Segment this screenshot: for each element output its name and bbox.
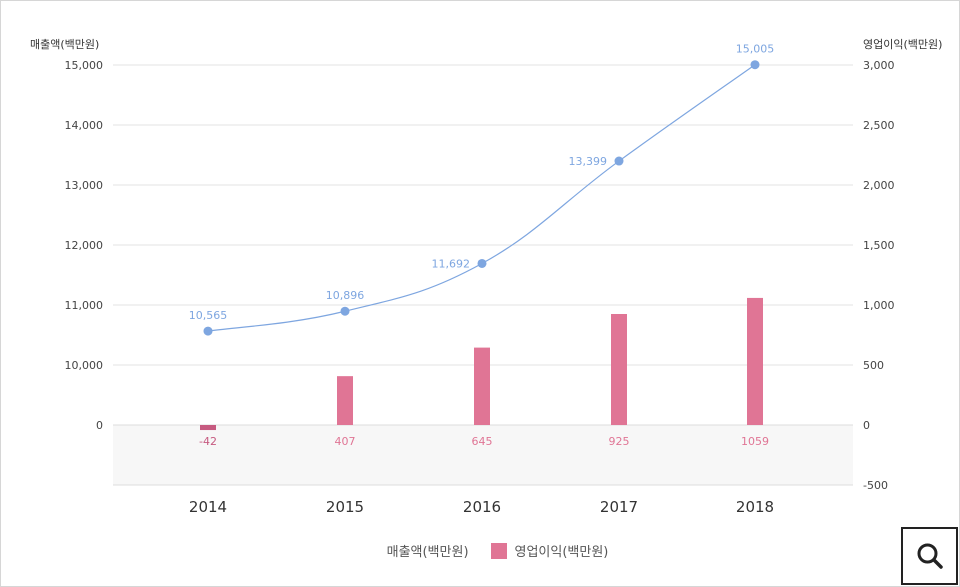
right-tick-label: 2,000 — [863, 179, 895, 192]
bar-data-label: 1059 — [741, 435, 769, 448]
magnifier-icon — [917, 543, 943, 569]
point-data-label: 15,005 — [736, 43, 775, 56]
left-tick-label: 12,000 — [65, 239, 104, 252]
zoom-button[interactable] — [901, 527, 958, 585]
x-tick-label: 2014 — [189, 498, 227, 516]
bar-operating-profit — [747, 297, 763, 425]
point-data-label: 10,896 — [326, 289, 365, 302]
legend-swatch-operating-profit — [490, 542, 507, 559]
right-tick-label: -500 — [863, 479, 888, 492]
point-data-label: 10,565 — [189, 309, 228, 322]
left-tick-label: 10,000 — [65, 359, 104, 372]
bar-operating-profit — [200, 425, 216, 431]
bar-data-label: -42 — [199, 435, 217, 448]
x-tick-label: 2018 — [736, 498, 774, 516]
point-data-label: 11,692 — [432, 257, 471, 270]
point-revenue — [477, 258, 487, 268]
legend-item-operating-profit[interactable]: 영업이익(백만원) — [490, 541, 609, 560]
bar-operating-profit — [611, 314, 627, 425]
right-tick-label: 3,000 — [863, 59, 895, 72]
x-tick-label: 2015 — [326, 498, 364, 516]
bar-data-label: 925 — [609, 435, 630, 448]
x-tick-label: 2017 — [600, 498, 638, 516]
bar-operating-profit — [474, 347, 490, 425]
x-tick-label: 2016 — [463, 498, 501, 516]
point-revenue — [614, 156, 624, 166]
left-tick-label: 0 — [96, 419, 103, 432]
point-revenue — [203, 326, 213, 336]
point-revenue — [750, 60, 760, 70]
left-tick-label: 15,000 — [65, 59, 104, 72]
legend: 매출액(백만원) 영업이익(백만원) — [0, 541, 960, 560]
left-axis-title: 매출액(백만원) — [30, 38, 99, 51]
right-tick-label: 1,500 — [863, 239, 895, 252]
negative-zone — [113, 425, 853, 485]
line-revenue — [207, 64, 756, 332]
right-axis-title: 영업이익(백만원) — [863, 38, 942, 51]
bar-data-label: 407 — [335, 435, 356, 448]
right-tick-label: 500 — [863, 359, 884, 372]
left-tick-label: 11,000 — [65, 299, 104, 312]
point-revenue — [340, 306, 350, 316]
point-data-label: 13,399 — [569, 155, 608, 168]
legend-label-revenue: 매출액(백만원) — [386, 545, 469, 560]
right-tick-label: 0 — [863, 419, 870, 432]
bar-data-label: 645 — [472, 435, 493, 448]
legend-label-operating-profit: 영업이익(백만원) — [514, 545, 609, 560]
left-tick-label: 14,000 — [65, 119, 104, 132]
left-tick-label: 13,000 — [65, 179, 104, 192]
bar-operating-profit — [337, 376, 353, 425]
legend-item-revenue[interactable]: 매출액(백만원) — [387, 541, 469, 560]
right-tick-label: 2,500 — [863, 119, 895, 132]
right-tick-label: 1,000 — [863, 299, 895, 312]
